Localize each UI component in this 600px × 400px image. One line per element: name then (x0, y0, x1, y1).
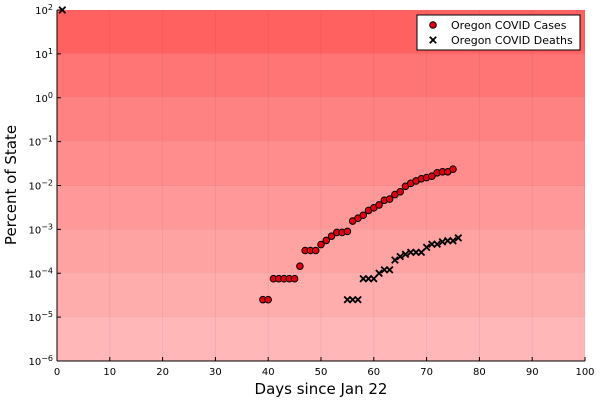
y-axis-title: Percent of State (2, 125, 20, 245)
death-point (454, 234, 463, 242)
y-tick-base: 10 (35, 6, 48, 17)
legend-case-marker (429, 21, 437, 29)
background-band (57, 185, 585, 230)
x-marker-stroke (391, 256, 399, 264)
y-tick-base: 10 (28, 313, 41, 324)
y-tick-base: 10 (28, 357, 41, 368)
y-tick-base: 10 (35, 50, 48, 61)
death-point (354, 295, 362, 304)
y-tick-label: 10−1 (28, 135, 53, 149)
y-tick-exponent: −5 (41, 310, 53, 319)
y-tick-exponent: −1 (41, 135, 53, 144)
y-tick-base: 10 (28, 138, 41, 149)
x-marker-stroke (354, 295, 362, 304)
x-tick-label: 70 (420, 367, 433, 378)
legend-death-label: Oregon COVID Deaths (451, 34, 573, 47)
x-tick-label: 30 (209, 367, 222, 378)
x-tick-label: 0 (54, 367, 60, 378)
case-point (322, 236, 331, 245)
x-tick-label: 10 (103, 367, 116, 378)
x-marker-stroke (369, 274, 378, 283)
x-marker-stroke (438, 237, 447, 246)
x-marker-stroke (429, 36, 437, 44)
death-point (385, 265, 394, 274)
y-tick-exponent: −6 (41, 354, 53, 363)
y-tick-exponent: −3 (41, 222, 53, 231)
case-point (296, 262, 304, 270)
x-axis-ticks: 0 10 20 30 40 50 60 70 80 90 100 (54, 357, 595, 378)
y-tick-label: 10−4 (28, 266, 53, 280)
x-tick-label: 80 (473, 367, 486, 378)
y-tick-label: 100 (35, 91, 53, 105)
legend: Oregon COVID Cases Oregon COVID Deaths (416, 14, 581, 51)
death-point (369, 274, 378, 283)
series-deaths (58, 6, 463, 304)
background-band (57, 317, 585, 361)
background-band (57, 273, 585, 318)
x-marker-stroke (375, 269, 383, 278)
x-marker-stroke (454, 234, 463, 242)
y-tick-label: 10−2 (28, 179, 53, 193)
legend-case-label: Oregon COVID Cases (451, 19, 567, 32)
case-point (385, 195, 394, 203)
case-point (375, 201, 383, 209)
death-point (422, 243, 431, 252)
y-tick-label: 101 (35, 47, 53, 61)
y-tick-exponent: 1 (48, 47, 53, 56)
background-band (57, 97, 585, 142)
case-point (327, 232, 336, 240)
x-tick-label: 20 (156, 367, 169, 378)
x-marker-stroke (385, 265, 394, 274)
background-band (57, 141, 585, 186)
background-band (57, 229, 585, 274)
death-point (396, 252, 405, 261)
y-tick-exponent: −2 (41, 179, 53, 188)
death-point (449, 236, 457, 245)
death-point (375, 269, 383, 278)
death-point (401, 250, 410, 259)
x-marker-stroke (422, 243, 431, 252)
y-tick-base: 10 (28, 225, 41, 236)
y-tick-exponent: −4 (41, 266, 53, 275)
x-tick-label: 60 (367, 367, 380, 378)
case-point (449, 165, 457, 174)
x-tick-label: 40 (262, 367, 275, 378)
y-tick-label: 102 (35, 3, 53, 17)
x-marker-stroke (396, 252, 405, 261)
case-point (317, 240, 325, 249)
legend-box (416, 14, 581, 51)
x-axis-title: Days since Jan 22 (255, 380, 388, 398)
case-point (428, 172, 436, 180)
y-tick-base: 10 (35, 94, 48, 105)
death-point (391, 256, 399, 264)
case-point (343, 227, 352, 236)
x-marker-stroke (58, 6, 67, 14)
case-point (264, 295, 273, 304)
x-marker-stroke (433, 240, 441, 249)
series-cases (259, 165, 457, 304)
case-point (396, 187, 405, 196)
legend-death-marker (429, 36, 437, 44)
death-point (433, 240, 441, 249)
background-band (57, 53, 585, 98)
case-point (359, 211, 368, 220)
x-marker-stroke (401, 250, 410, 259)
y-tick-exponent: 2 (48, 3, 53, 12)
case-point (311, 246, 320, 255)
y-tick-label: 10−5 (28, 310, 53, 324)
x-tick-label: 100 (575, 367, 594, 378)
x-tick-label: 90 (526, 367, 539, 378)
case-point (290, 274, 299, 283)
x-marker-stroke (449, 236, 457, 245)
y-tick-label: 10−3 (28, 222, 53, 236)
death-point (58, 6, 67, 14)
y-tick-base: 10 (28, 182, 41, 193)
x-tick-label: 50 (315, 367, 328, 378)
y-tick-base: 10 (28, 269, 41, 280)
y-tick-label: 10−6 (28, 354, 53, 368)
y-tick-exponent: 0 (48, 91, 53, 100)
